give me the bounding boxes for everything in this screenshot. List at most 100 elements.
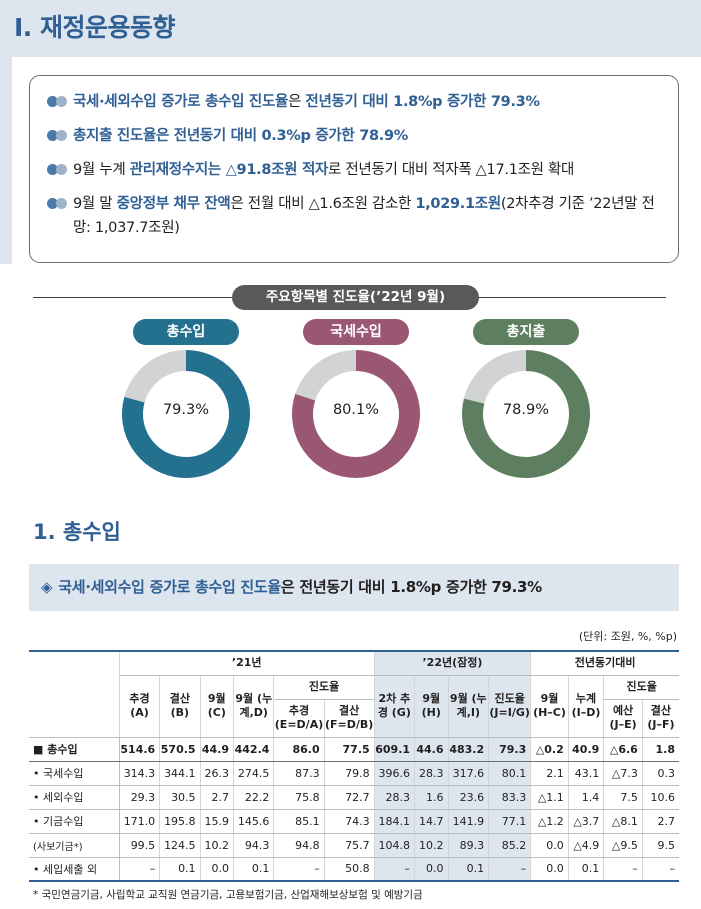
col-september-22: 9월 (H) — [415, 675, 448, 737]
table-cell: – — [642, 857, 679, 881]
table-cell: 344.1 — [160, 761, 200, 785]
diamond-icon: ◈ — [41, 578, 52, 596]
table-cell: 1.6 — [415, 785, 448, 809]
footnote: * 국민연금기금, 사립학교 교직원 연금기금, 고용보험기금, 산업재해보상보… — [33, 887, 423, 902]
donut-remainder-arc — [124, 350, 186, 403]
table-cell: 2.7 — [200, 785, 233, 809]
table-cell: 85.1 — [274, 809, 324, 833]
summary-plain: 9월 말 — [73, 196, 117, 212]
table-cell: 1.8 — [642, 737, 679, 761]
summary-item: 9월 누계 관리재정수지는 △91.8조원 적자로 전년동기 대비 적자폭 △1… — [45, 158, 660, 182]
header-yoy: 전년동기대비 — [531, 651, 679, 675]
summary-text: 9월 말 중앙정부 채무 잔액은 전월 대비 △1.6조원 감소한 1,029.… — [73, 192, 660, 240]
col-progress-budget: 추경 (E=D/A) — [274, 699, 324, 737]
table-cell: 2.7 — [642, 809, 679, 833]
table-row: • 국세수입 314.3 344.1 26.3 274.5 87.3 79.8 396.6 28… — [29, 761, 679, 785]
col-september: 9월 (C) — [200, 675, 233, 737]
summary-highlight: 관리재정수지는 △91.8조원 적자 — [130, 162, 328, 178]
bullet-icon — [45, 158, 73, 182]
table-cell: 10.6 — [642, 785, 679, 809]
table-cell: 43.1 — [568, 761, 604, 785]
table-cell: △4.9 — [568, 833, 604, 857]
table-cell: 28.3 — [415, 761, 448, 785]
summary-item: 9월 말 중앙정부 채무 잔액은 전월 대비 △1.6조원 감소한 1,029.… — [45, 192, 660, 240]
table-cell: 317.6 — [448, 761, 489, 785]
summary-text: 9월 누계 관리재정수지는 △91.8조원 적자로 전년동기 대비 적자폭 △1… — [73, 158, 660, 182]
table-cell: – — [604, 857, 643, 881]
table-cell: 29.3 — [119, 785, 159, 809]
table-cell: 40.9 — [568, 737, 604, 761]
callout-rest: 은 전년동기 대비 1.8%p 증가한 79.3% — [281, 578, 542, 596]
table-cell: – — [119, 857, 159, 881]
header-blank — [29, 651, 119, 737]
table-cell: 75.8 — [274, 785, 324, 809]
table-cell: 9.5 — [642, 833, 679, 857]
bullet-icon — [45, 90, 73, 114]
table-cell: 99.5 — [119, 833, 159, 857]
col-2nd-supp: 2차 추경 (G) — [374, 675, 414, 737]
table-cell: 75.7 — [324, 833, 374, 857]
col-diff-september: 9월 (H–C) — [531, 675, 569, 737]
bullet-icon — [45, 124, 73, 148]
table-cell: 89.3 — [448, 833, 489, 857]
table-cell: 77.1 — [489, 809, 531, 833]
row-label: • 세입세출 외 — [29, 857, 119, 881]
table-cell: 22.2 — [234, 785, 274, 809]
table-cell: 7.5 — [604, 785, 643, 809]
table-cell: 44.9 — [200, 737, 233, 761]
col-diff-settlement: 결산 (J–F) — [642, 699, 679, 737]
table-cell: 184.1 — [374, 809, 414, 833]
revenue-table: ’21년 ’22년(잠정) 전년동기대비 추경 (A) 결산 (B) 9월 (C… — [29, 650, 679, 882]
table-cell: 1.4 — [568, 785, 604, 809]
donut-label: 총수입 — [133, 319, 239, 345]
table-cell: 74.3 — [324, 809, 374, 833]
table-cell: 2.1 — [531, 761, 569, 785]
table-cell: 0.1 — [160, 857, 200, 881]
table-cell: 80.1 — [489, 761, 531, 785]
col-diff-cum: 누계 (I–D) — [568, 675, 604, 737]
table-cell: 44.6 — [415, 737, 448, 761]
table-cell: △7.3 — [604, 761, 643, 785]
table-cell: △1.1 — [531, 785, 569, 809]
table-cell: 10.2 — [415, 833, 448, 857]
summary-highlight: 총지출 진도율은 전년동기 대비 0.3%p 증가한 78.9% — [73, 128, 408, 144]
summary-plain: 은 — [288, 94, 305, 110]
table-cell: 171.0 — [119, 809, 159, 833]
summary-text: 총지출 진도율은 전년동기 대비 0.3%p 증가한 78.9% — [73, 124, 660, 148]
table-cell: 570.5 — [160, 737, 200, 761]
col-diff-budget: 예산 (J–E) — [604, 699, 643, 737]
summary-text: 국세·세외수입 증가로 총수입 진도율은 전년동기 대비 1.8%p 증가한 7… — [73, 90, 660, 114]
table-cell: 514.6 — [119, 737, 159, 761]
table-cell: △0.2 — [531, 737, 569, 761]
table-cell: 0.1 — [448, 857, 489, 881]
table-cell: – — [374, 857, 414, 881]
table-row: (사보기금*) 99.5 124.5 10.2 94.3 94.8 75.7 104.8 10.… — [29, 833, 679, 857]
table-cell: 77.5 — [324, 737, 374, 761]
divider-right — [478, 297, 666, 298]
donut-label: 국세수입 — [303, 319, 409, 345]
row-label: • 기금수입 — [29, 809, 119, 833]
table-cell: 86.0 — [274, 737, 324, 761]
table-cell: 85.2 — [489, 833, 531, 857]
donut-value: 79.3% — [121, 402, 251, 418]
col-budget: 추경 (A) — [119, 675, 159, 737]
table-cell: 28.3 — [374, 785, 414, 809]
table-cell: 195.8 — [160, 809, 200, 833]
table-cell: 72.7 — [324, 785, 374, 809]
header-2021: ’21년 — [119, 651, 374, 675]
table-cell: 141.9 — [448, 809, 489, 833]
summary-plain: 9월 누계 — [73, 162, 130, 178]
table-cell: – — [489, 857, 531, 881]
table-cell: 26.3 — [200, 761, 233, 785]
table-cell: 483.2 — [448, 737, 489, 761]
table-cell: 30.5 — [160, 785, 200, 809]
table-cell: 442.4 — [234, 737, 274, 761]
table-cell: 23.6 — [448, 785, 489, 809]
row-label: • 세외수입 — [29, 785, 119, 809]
table-row: • 기금수입 171.0 195.8 15.9 145.6 85.1 74.3 184.1 14… — [29, 809, 679, 833]
table-cell: 14.7 — [415, 809, 448, 833]
table-cell: 124.5 — [160, 833, 200, 857]
header-progress-diff: 진도율 — [604, 675, 679, 699]
header-2022: ’22년(잠정) — [374, 651, 531, 675]
col-settlement: 결산 (B) — [160, 675, 200, 737]
